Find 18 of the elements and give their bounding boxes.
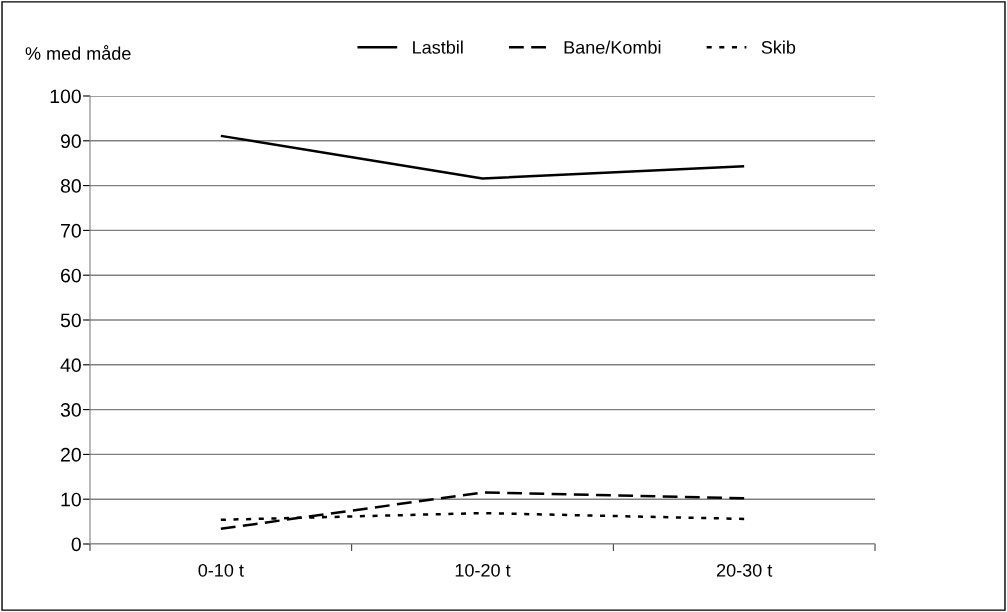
y-axis-title: % med måde: [25, 45, 131, 60]
x-tick-label: 20-30 t: [716, 563, 773, 577]
y-tick-label: 10: [61, 492, 81, 507]
y-tick-label: 80: [60, 179, 81, 193]
y-tick-label: 40: [60, 358, 81, 373]
y-tick-label: 30: [60, 403, 81, 417]
y-tick-label: 60: [61, 268, 81, 283]
y-tick-label: 20: [61, 447, 81, 462]
y-tick-label: 90: [60, 134, 81, 149]
y-tick-label: 50: [60, 313, 81, 328]
legend-label: Lastbil: [413, 40, 463, 54]
x-tick-label: 0-10 t: [198, 563, 244, 577]
legend-label: Skib: [761, 40, 796, 54]
x-tick-label: 10-20 t: [455, 563, 511, 577]
y-tick-label: 100: [50, 89, 81, 104]
y-tick-label: 0: [71, 537, 81, 552]
y-tick-label: 70: [61, 223, 81, 238]
legend-label: Bane/Kombi: [564, 40, 661, 54]
